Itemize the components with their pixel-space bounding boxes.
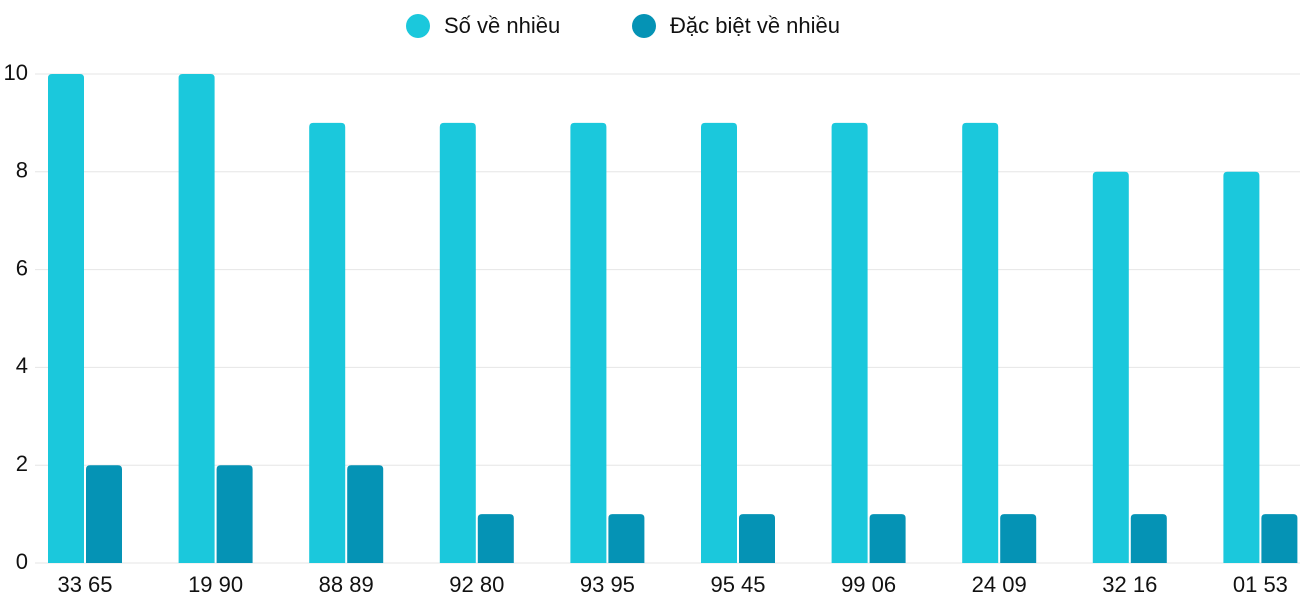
bar — [216, 465, 253, 563]
x-tick-label: 33 65 — [57, 572, 112, 597]
y-tick-label: 0 — [16, 549, 28, 574]
bar — [869, 514, 906, 563]
legend-marker — [632, 14, 656, 38]
x-tick-label: 24 09 — [972, 572, 1027, 597]
y-tick-label: 4 — [16, 353, 28, 378]
y-tick-label: 2 — [16, 451, 28, 476]
x-tick-label: 01 53 — [1233, 572, 1288, 597]
bar — [1223, 171, 1260, 564]
y-tick-label: 6 — [16, 255, 28, 280]
bar — [439, 122, 476, 564]
x-tick-label: 92 80 — [449, 572, 504, 597]
x-tick-label: 95 45 — [710, 572, 765, 597]
legend-label: Đặc biệt về nhiều — [670, 13, 840, 38]
y-tick-label: 8 — [16, 158, 28, 183]
bar — [1261, 514, 1298, 563]
legend-marker — [406, 14, 430, 38]
bar — [347, 465, 384, 563]
bar — [178, 74, 215, 563]
bar — [309, 122, 346, 564]
x-tick-label: 19 90 — [188, 572, 243, 597]
bar — [477, 514, 514, 563]
x-tick-label: 88 89 — [319, 572, 374, 597]
bar — [48, 74, 84, 563]
y-tick-label: 10 — [4, 60, 28, 85]
x-tick-label: 32 16 — [1102, 572, 1157, 597]
bar — [86, 465, 122, 563]
bar — [608, 514, 645, 563]
bar — [570, 122, 607, 564]
x-tick-label: 93 95 — [580, 572, 635, 597]
bar — [701, 122, 737, 564]
legend-label: Số về nhiều — [444, 13, 560, 38]
bar — [1000, 514, 1037, 563]
bar — [1092, 171, 1129, 564]
bar — [1130, 514, 1167, 563]
bar — [739, 514, 775, 563]
bar — [831, 122, 868, 564]
bar — [962, 122, 999, 564]
x-tick-label: 99 06 — [841, 572, 896, 597]
